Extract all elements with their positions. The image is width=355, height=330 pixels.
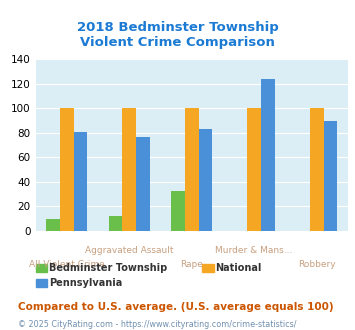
Bar [109,216,122,231]
Bar [60,109,73,231]
Bar [198,129,212,231]
Text: All Violent Crime: All Violent Crime [29,260,105,269]
Text: Pennsylvania: Pennsylvania [49,278,122,288]
Text: Robbery: Robbery [298,260,335,269]
Text: Rape: Rape [180,260,203,269]
Text: 2018 Bedminster Township
Violent Crime Comparison: 2018 Bedminster Township Violent Crime C… [77,21,278,50]
Bar [247,109,261,231]
Bar [171,190,185,231]
Text: Aggravated Assault: Aggravated Assault [85,246,174,255]
Bar [261,79,275,231]
Bar [310,109,323,231]
Bar [73,132,87,231]
Text: Murder & Mans...: Murder & Mans... [215,246,293,255]
Text: © 2025 CityRating.com - https://www.cityrating.com/crime-statistics/: © 2025 CityRating.com - https://www.city… [18,320,296,329]
Bar [122,109,136,231]
Bar [185,109,198,231]
Text: Compared to U.S. average. (U.S. average equals 100): Compared to U.S. average. (U.S. average … [18,302,333,312]
Text: Bedminster Township: Bedminster Township [49,263,167,273]
Bar [46,219,60,231]
Bar [136,137,150,231]
Text: National: National [215,263,262,273]
Bar [323,121,337,231]
